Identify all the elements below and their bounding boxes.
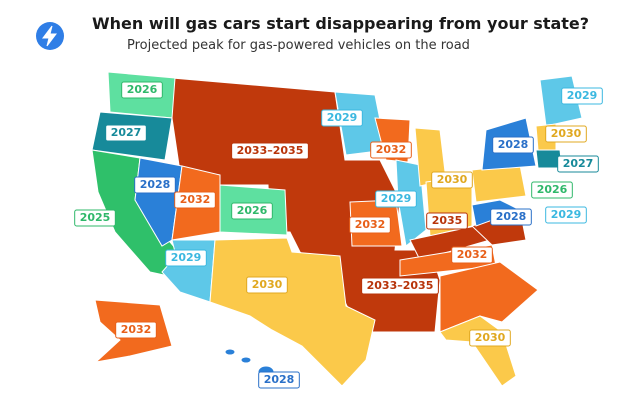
state-label: 2030 xyxy=(469,329,511,347)
state-label: 2028 xyxy=(258,371,300,389)
region xyxy=(224,348,236,356)
label-box xyxy=(426,212,468,230)
label-box xyxy=(321,109,363,127)
label-text: 2033–2035 xyxy=(237,144,304,157)
state-label: 2030 xyxy=(246,276,288,294)
label-box xyxy=(134,176,176,194)
state-label: 2032 xyxy=(349,216,391,234)
label-box xyxy=(469,329,511,347)
state-label: 2026 xyxy=(231,202,273,220)
label-text: 2026 xyxy=(537,183,568,196)
label-text: 2032 xyxy=(355,218,386,231)
label-text: 2026 xyxy=(237,204,268,217)
label-box xyxy=(165,249,207,267)
state-label: 2033–2035 xyxy=(231,142,309,160)
label-box xyxy=(105,124,147,142)
state-label: 2032 xyxy=(370,141,412,159)
label-box xyxy=(121,81,163,99)
label-text: 2029 xyxy=(381,192,412,205)
label-text: 2029 xyxy=(327,111,358,124)
state-label: 2028 xyxy=(134,176,176,194)
label-text: 2029 xyxy=(551,208,582,221)
label-box xyxy=(431,171,473,189)
title: When will gas cars start disappearing fr… xyxy=(92,14,590,33)
state-label: 2033–2035 xyxy=(361,277,439,295)
label-text: 2025 xyxy=(80,211,111,224)
label-box xyxy=(492,136,534,154)
state-label: 2030 xyxy=(431,171,473,189)
label-text: 2026 xyxy=(127,83,158,96)
label-text: 2030 xyxy=(475,331,506,344)
state-label: 2028 xyxy=(490,208,532,226)
label-box xyxy=(74,209,116,227)
label-text: 2029 xyxy=(171,251,202,264)
state-label: 2032 xyxy=(115,321,157,339)
region xyxy=(209,237,376,387)
label-box xyxy=(375,190,417,208)
label-text: 2032 xyxy=(376,143,407,156)
state-label: 2029 xyxy=(545,206,587,224)
state-label: 2029 xyxy=(165,249,207,267)
state-label: 2032 xyxy=(451,246,493,264)
label-box xyxy=(451,246,493,264)
label-box xyxy=(370,141,412,159)
region xyxy=(471,164,527,203)
label-box xyxy=(174,191,216,209)
state-label: 2028 xyxy=(492,136,534,154)
label-box xyxy=(490,208,532,226)
state-label: 2029 xyxy=(561,87,603,105)
label-text: 2027 xyxy=(111,126,142,139)
region xyxy=(439,261,539,333)
state-label: 2027 xyxy=(105,124,147,142)
label-box xyxy=(545,206,587,224)
label-box xyxy=(557,155,599,173)
state-label: 2032 xyxy=(174,191,216,209)
label-text: 2030 xyxy=(437,173,468,186)
state-label: 2030 xyxy=(545,125,587,143)
state-label: 2035 xyxy=(426,212,468,230)
label-text: 2029 xyxy=(567,89,598,102)
label-box xyxy=(231,142,309,160)
label-box xyxy=(246,276,288,294)
label-box xyxy=(349,216,391,234)
label-box xyxy=(531,181,573,199)
label-text: 2028 xyxy=(496,210,527,223)
label-box xyxy=(545,125,587,143)
state-label: 2026 xyxy=(121,81,163,99)
label-text: 2030 xyxy=(551,127,582,140)
label-text: 2032 xyxy=(121,323,152,336)
label-box xyxy=(231,202,273,220)
label-box xyxy=(361,277,439,295)
state-label: 2027 xyxy=(557,155,599,173)
label-box xyxy=(258,371,300,389)
state-label: 2025 xyxy=(74,209,116,227)
label-text: 2032 xyxy=(180,193,211,206)
label-text: 2028 xyxy=(498,138,529,151)
state-label: 2029 xyxy=(321,109,363,127)
label-box xyxy=(115,321,157,339)
label-text: 2033–2035 xyxy=(367,279,434,292)
label-text: 2028 xyxy=(140,178,171,191)
label-text: 2030 xyxy=(252,278,283,291)
label-text: 2027 xyxy=(563,157,594,170)
region xyxy=(240,356,252,364)
label-box xyxy=(561,87,603,105)
state-label: 2026 xyxy=(531,181,573,199)
state-label: 2029 xyxy=(375,190,417,208)
subtitle: Projected peak for gas-powered vehicles … xyxy=(127,38,470,53)
label-text: 2035 xyxy=(432,214,463,227)
label-text: 2028 xyxy=(264,373,295,386)
label-text: 2032 xyxy=(457,248,488,261)
bolt-icon xyxy=(42,25,57,47)
